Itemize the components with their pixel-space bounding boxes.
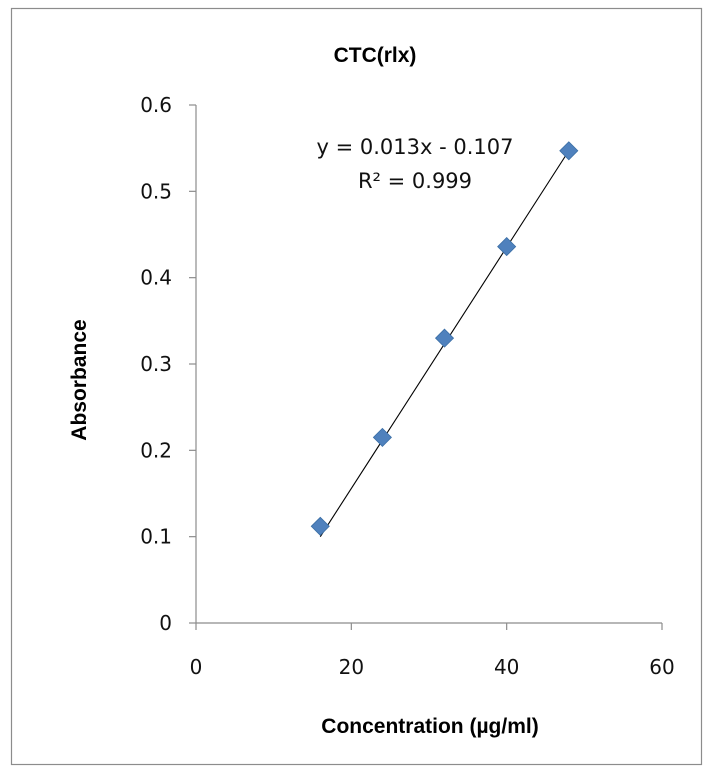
data-point — [310, 516, 330, 536]
y-tick-label: 0.5 — [140, 179, 172, 203]
y-axis-title: Absorbance — [68, 319, 91, 440]
data-point — [434, 328, 455, 348]
y-tick-label: 0.2 — [140, 438, 172, 462]
x-tick-label: 20 — [339, 655, 364, 679]
ticks-group: 0 0.1 0.2 0.3 0.4 0.5 0.6 0 20 40 60 — [140, 93, 675, 679]
y-tick-label: 0.6 — [140, 93, 172, 117]
chart-title: CTC(rlx) — [334, 44, 417, 67]
y-tick-label: 0.4 — [140, 266, 172, 290]
y-tick-label: 0.1 — [140, 525, 172, 549]
data-points-group — [310, 141, 579, 536]
x-axis-title: Concentration (µg/ml) — [321, 715, 538, 738]
r-squared-label: R² = 0.999 — [358, 169, 472, 193]
data-point — [497, 237, 517, 257]
x-tick-label: 60 — [649, 655, 674, 679]
x-tick-label: 0 — [190, 655, 203, 679]
data-point — [372, 427, 392, 447]
y-tick-label: 0.3 — [140, 352, 172, 376]
trendline-equation: y = 0.013x - 0.107 — [317, 135, 514, 159]
y-tick-label: 0 — [159, 611, 172, 635]
x-tick-label: 40 — [494, 655, 519, 679]
data-point — [559, 141, 579, 161]
chart-border — [10, 7, 703, 766]
